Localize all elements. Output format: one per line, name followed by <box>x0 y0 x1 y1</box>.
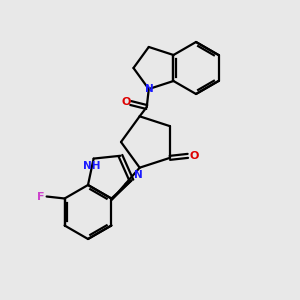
Text: O: O <box>189 151 199 161</box>
Text: NH: NH <box>83 160 101 171</box>
Text: N: N <box>134 170 143 180</box>
Text: O: O <box>121 97 130 107</box>
Text: N: N <box>146 84 154 94</box>
Text: F: F <box>37 191 44 202</box>
